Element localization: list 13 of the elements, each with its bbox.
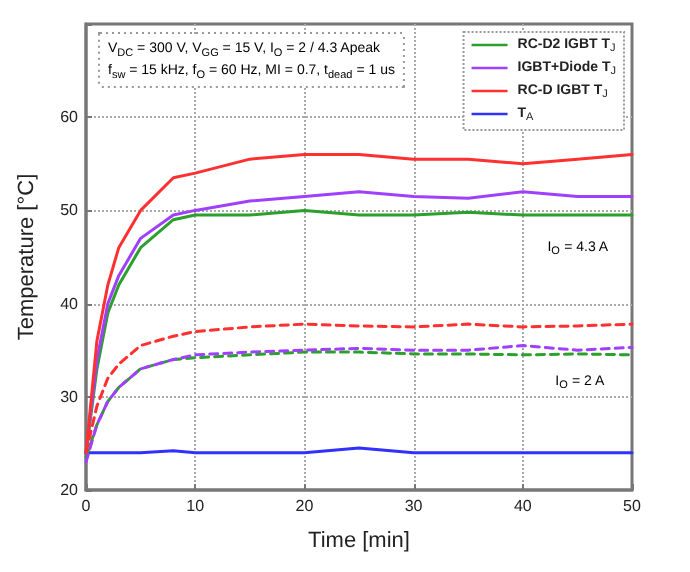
y-tick-label: 60 bbox=[60, 108, 80, 127]
x-tick-label: 40 bbox=[513, 497, 533, 515]
x-tick-label: 10 bbox=[186, 497, 206, 515]
x-tick-label: 0 bbox=[81, 497, 92, 515]
x-tick-label: 30 bbox=[404, 497, 424, 515]
y-tick-label: 30 bbox=[60, 387, 80, 406]
x-tick-label: 20 bbox=[295, 497, 315, 515]
y-axis-title: Temperature [°C] bbox=[15, 173, 39, 341]
y-tick-label: 50 bbox=[60, 201, 80, 220]
y-tick-label: 20 bbox=[60, 481, 80, 499]
y-tick-label: 40 bbox=[60, 294, 80, 313]
x-axis-title: Time [min] bbox=[308, 529, 410, 553]
x-tick-label: 50 bbox=[623, 497, 642, 515]
